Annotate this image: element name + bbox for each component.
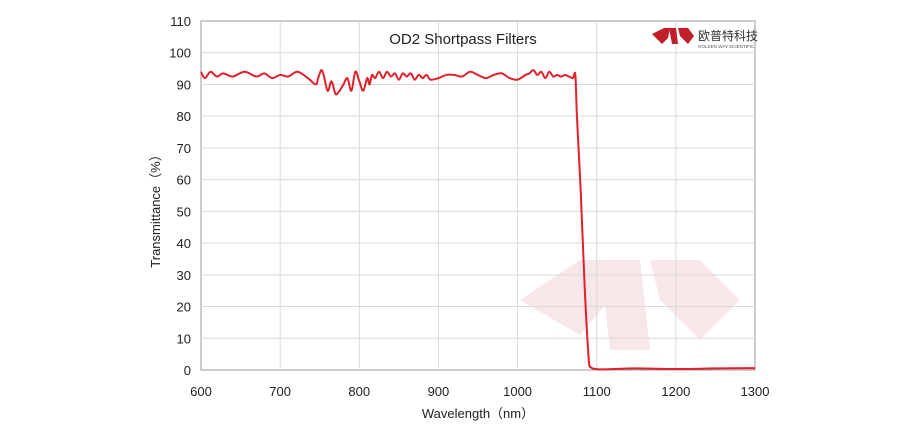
y-tick-label: 30 [177, 268, 191, 283]
x-tick-label: 600 [190, 384, 212, 399]
x-axis-ticks: 600 700 800 900 1000 1100 1200 1300 [190, 384, 769, 399]
x-tick-label: 1100 [583, 384, 611, 399]
x-tick-label: 1200 [661, 384, 690, 399]
y-tick-label: 100 [169, 46, 191, 61]
brand-logo: 欧普特科技 GOLDEN WAY SCIENTIFIC [652, 28, 758, 49]
watermark-logo [520, 260, 740, 350]
y-tick-label: 40 [177, 236, 191, 251]
x-tick-label: 1000 [503, 384, 532, 399]
x-tick-label: 900 [428, 384, 450, 399]
logo-mark [652, 28, 670, 44]
y-tick-label: 0 [184, 363, 191, 378]
y-tick-label: 70 [177, 141, 191, 156]
series-line-transmittance [200, 69, 756, 371]
y-axis-label: Transmittance（%） [148, 148, 163, 267]
plot-frame [200, 20, 756, 371]
logo-mark-right [678, 28, 694, 44]
grid-lines [201, 21, 755, 370]
y-axis-ticks: 0 10 20 30 40 50 60 70 80 90 100 110 [169, 14, 191, 378]
y-tick-label: 80 [177, 109, 191, 124]
x-tick-label: 1300 [741, 384, 770, 399]
x-tick-label: 700 [269, 384, 291, 399]
y-tick-label: 50 [177, 204, 191, 219]
x-axis-label: Wavelength（nm） [422, 406, 534, 421]
logo-text-cn: 欧普特科技 [698, 28, 758, 43]
logo-mark-middle [669, 28, 678, 44]
y-tick-label: 60 [177, 173, 191, 188]
y-tick-label: 20 [177, 300, 191, 315]
y-tick-label: 110 [170, 14, 191, 29]
x-tick-label: 800 [348, 384, 370, 399]
logo-text-en: GOLDEN WAY SCIENTIFIC [698, 44, 755, 49]
y-tick-label: 90 [177, 77, 191, 92]
chart-title: OD2 Shortpass Filters [389, 31, 537, 48]
y-tick-label: 10 [177, 331, 191, 346]
